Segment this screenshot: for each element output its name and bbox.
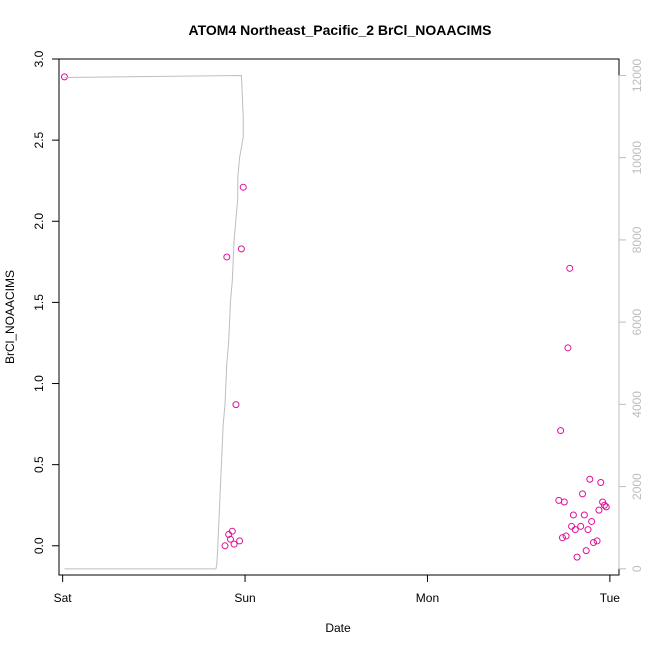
data-point bbox=[600, 501, 608, 509]
data-point bbox=[226, 535, 234, 543]
data-point bbox=[239, 183, 247, 191]
y2-tick-label: 2000 bbox=[630, 473, 644, 500]
data-point bbox=[602, 503, 610, 511]
y-tick-label: 0.5 bbox=[32, 456, 46, 473]
data-point bbox=[560, 498, 568, 506]
data-point bbox=[597, 479, 605, 487]
plot-frame bbox=[58, 58, 620, 576]
x-axis-label: Date bbox=[325, 621, 351, 635]
x-tick-label: Tue bbox=[600, 591, 621, 605]
data-point bbox=[558, 534, 566, 542]
y-tick-label: 2.0 bbox=[32, 213, 46, 230]
data-point bbox=[588, 517, 596, 525]
y2-tick-label: 4000 bbox=[630, 391, 644, 418]
x-tick-label: Mon bbox=[416, 591, 439, 605]
data-point bbox=[595, 506, 603, 514]
data-point bbox=[573, 553, 581, 561]
x-tick-label: Sun bbox=[234, 591, 255, 605]
y-tick-label: 3.0 bbox=[32, 50, 46, 67]
chart-title: ATOM4 Northeast_Pacific_2 BrCl_NOAACIMS bbox=[189, 22, 492, 38]
data-point bbox=[60, 73, 68, 81]
y-axis: 0.0 0.5 1.0 1.5 2.0 2.5 3.0 bbox=[32, 50, 60, 554]
series-layer bbox=[60, 73, 610, 570]
y-tick-label: 1.5 bbox=[32, 294, 46, 311]
data-point bbox=[593, 537, 601, 545]
series-line bbox=[64, 74, 244, 570]
y-tick-label: 0.0 bbox=[32, 537, 46, 554]
y2-tick-label: 12000 bbox=[630, 58, 644, 92]
data-point bbox=[223, 253, 231, 261]
data-point bbox=[579, 490, 587, 498]
x-axis: Sat Sun Mon Tue bbox=[54, 574, 621, 605]
data-point bbox=[577, 522, 585, 530]
data-point bbox=[584, 526, 592, 534]
y2-tick-label: 0 bbox=[630, 565, 644, 572]
y2-tick-label: 10000 bbox=[630, 141, 644, 175]
data-point bbox=[557, 427, 565, 435]
data-point bbox=[562, 532, 570, 540]
data-point bbox=[566, 264, 574, 272]
x-tick-label: Sat bbox=[54, 591, 73, 605]
data-point bbox=[586, 475, 594, 483]
data-point bbox=[230, 540, 238, 548]
data-point bbox=[589, 539, 597, 547]
data-point bbox=[580, 511, 588, 519]
data-point bbox=[232, 401, 240, 409]
y2-tick-label: 6000 bbox=[630, 308, 644, 335]
y2-axis: 0 2000 4000 6000 8000 10000 12000 bbox=[618, 58, 644, 572]
y-tick-label: 1.0 bbox=[32, 375, 46, 392]
data-point bbox=[568, 522, 576, 530]
y-axis-label: BrCl_NOAACIMS bbox=[3, 270, 17, 364]
data-point bbox=[569, 511, 577, 519]
y-tick-label: 2.5 bbox=[32, 131, 46, 148]
data-point bbox=[228, 527, 236, 535]
data-point bbox=[564, 344, 572, 352]
y2-tick-label: 8000 bbox=[630, 226, 644, 253]
data-point bbox=[237, 245, 245, 253]
data-point bbox=[221, 542, 229, 550]
data-point bbox=[582, 547, 590, 555]
data-point bbox=[571, 526, 579, 534]
data-point bbox=[236, 537, 244, 545]
